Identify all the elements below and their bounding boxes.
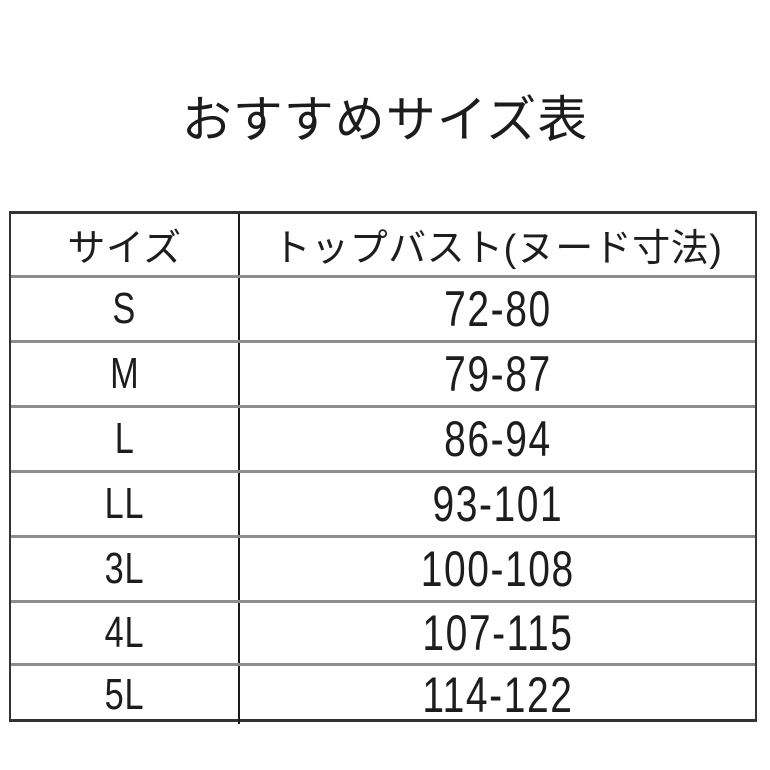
size-value: M: [109, 349, 140, 398]
table-row: 5L 114-122: [11, 666, 755, 724]
bust-range: 86-94: [443, 411, 552, 467]
bust-cell: 72-80: [240, 278, 755, 340]
bust-range: 93-101: [432, 476, 563, 532]
bust-cell: 93-101: [240, 473, 755, 535]
size-value: 4L: [104, 608, 145, 657]
table-row: M 79-87: [11, 343, 755, 408]
size-value: 3L: [104, 544, 145, 593]
table-row: L 86-94: [11, 408, 755, 473]
bust-cell: 79-87: [240, 343, 755, 405]
size-cell: 4L: [11, 603, 240, 663]
bust-cell: 100-108: [240, 538, 755, 600]
bust-range: 114-122: [421, 667, 574, 723]
column-header-bust: トップバスト(ヌード寸法): [240, 214, 755, 275]
table-row: 3L 100-108: [11, 538, 755, 603]
size-cell: M: [11, 343, 240, 405]
table-row: 4L 107-115: [11, 603, 755, 666]
bust-cell: 114-122: [240, 666, 755, 724]
size-value: L: [114, 414, 135, 463]
bust-cell: 86-94: [240, 408, 755, 470]
bust-range: 79-87: [443, 346, 552, 402]
bust-range: 107-115: [421, 605, 574, 661]
column-header-size: サイズ: [11, 214, 240, 275]
bust-range: 100-108: [420, 541, 575, 597]
size-table: サイズ トップバスト(ヌード寸法) S 72-80 M 79-87 L: [9, 211, 757, 724]
size-value: S: [112, 284, 137, 333]
page-title: おすすめサイズ表: [181, 92, 589, 148]
column-header-size-label: サイズ: [67, 228, 182, 270]
size-cell: L: [11, 408, 240, 470]
size-cell: LL: [11, 473, 240, 535]
bust-range: 72-80: [443, 281, 552, 337]
size-cell: 5L: [11, 666, 240, 724]
size-cell: 3L: [11, 538, 240, 600]
size-value: LL: [104, 479, 145, 528]
table-row: LL 93-101: [11, 473, 755, 538]
column-header-bust-label: トップバスト(ヌード寸法): [272, 228, 723, 270]
bust-cell: 107-115: [240, 603, 755, 663]
table-row: S 72-80: [11, 278, 755, 343]
size-value: 5L: [104, 670, 145, 719]
size-cell: S: [11, 278, 240, 340]
table-header-row: サイズ トップバスト(ヌード寸法): [11, 214, 755, 278]
